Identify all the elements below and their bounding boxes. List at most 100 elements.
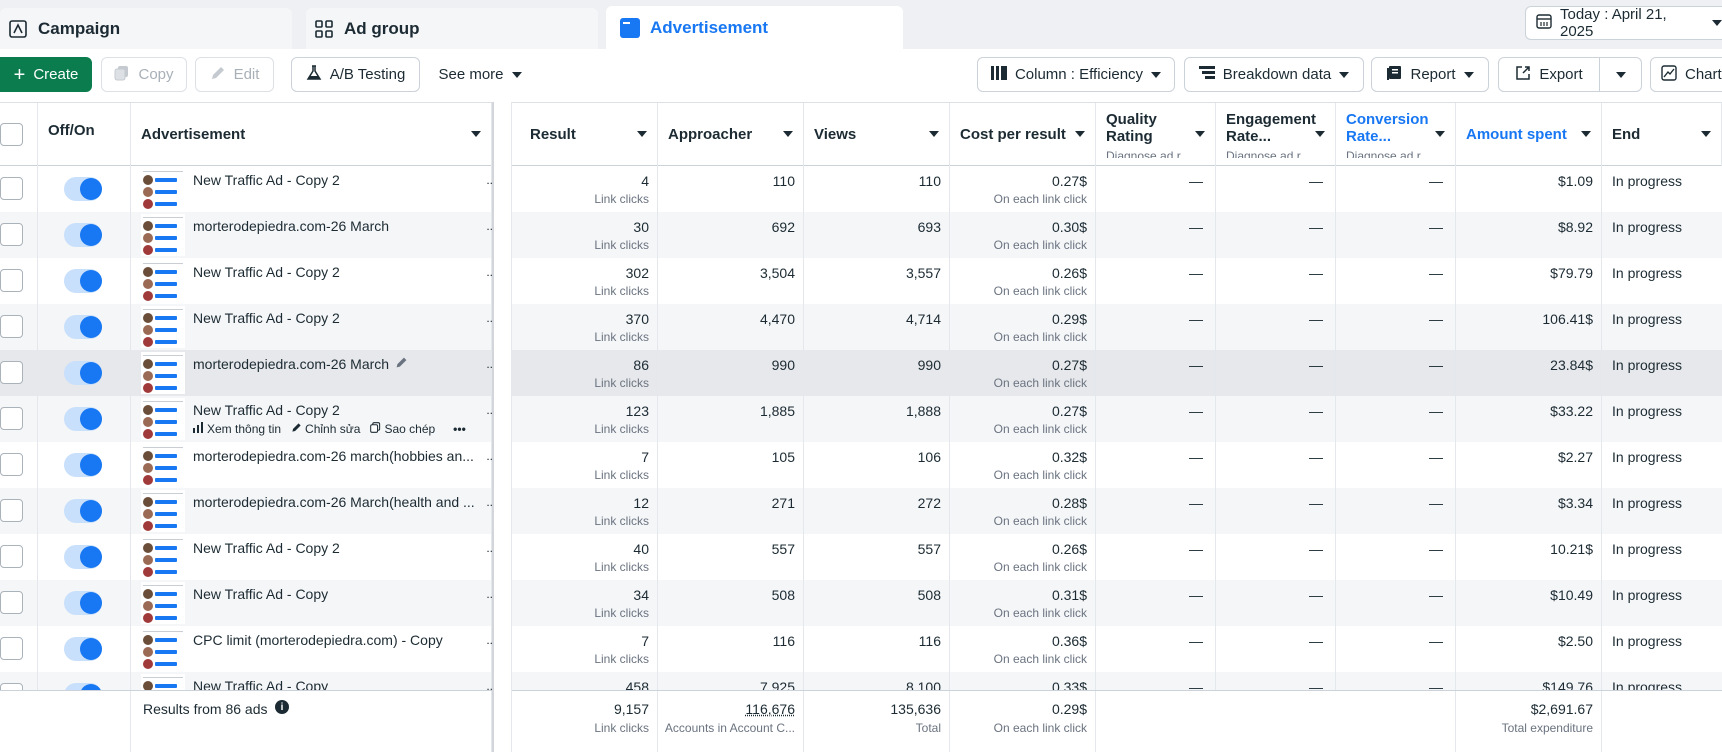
row-spent-cell: 106.41$ <box>1456 304 1602 350</box>
ad-name[interactable]: New Traffic Ad - Copy 2 <box>193 540 340 556</box>
row-checkbox[interactable] <box>0 223 23 246</box>
table-row[interactable]: New Traffic Ad - Copy 2.. 370 Link clicks 4… <box>0 304 1722 350</box>
grid-icon <box>314 19 334 39</box>
chart-button[interactable]: Chart <box>1650 57 1722 92</box>
more-actions-icon[interactable]: ••• <box>453 422 466 436</box>
table-row[interactable]: morterodepiedra.com-26 March(health and … <box>0 488 1722 534</box>
delivery-toggle[interactable] <box>64 361 102 385</box>
row-toggle-cell <box>38 672 131 690</box>
row-checkbox[interactable] <box>0 453 23 476</box>
table-row[interactable]: New Traffic Ad - Copy.. 34 Link clicks 508 5… <box>0 580 1722 626</box>
conversion-rate-header[interactable]: Conversion Rate... Diagnose ad r... <box>1336 103 1456 166</box>
row-checkbox[interactable] <box>0 361 23 384</box>
end-header[interactable]: End <box>1602 103 1722 166</box>
table-row[interactable]: morterodepiedra.com-26 March.. 86 Link cli… <box>0 350 1722 396</box>
row-result-sub: Link clicks <box>594 238 649 252</box>
delivery-toggle[interactable] <box>64 223 102 247</box>
amount-spent-header[interactable]: Amount spent <box>1456 103 1602 166</box>
ad-name[interactable]: New Traffic Ad - Copy 2 <box>193 402 340 418</box>
row-diagnostic-cell: — <box>1096 212 1216 258</box>
row-diagnostic-value: — <box>1429 633 1443 649</box>
ad-name[interactable]: morterodepiedra.com-26 March(health and … <box>193 494 475 510</box>
see-more-button[interactable]: See more <box>430 57 530 92</box>
delivery-toggle[interactable] <box>64 269 102 293</box>
table-row[interactable]: morterodepiedra.com-26 March.. 30 Link cli… <box>0 212 1722 258</box>
ad-name[interactable]: morterodepiedra.com-26 march(hobbies an.… <box>193 448 474 464</box>
table-row[interactable]: New Traffic Ad - Copy 2.. 4 Link clicks 110… <box>0 166 1722 212</box>
row-checkbox[interactable] <box>0 315 23 338</box>
table-row[interactable]: CPC limit (morterodepiedra.com) - Copy..… <box>0 626 1722 672</box>
advertisement-header[interactable]: Advertisement <box>131 103 492 166</box>
table-row[interactable]: New Traffic Ad - Copy 2.. 40 Link clicks 55… <box>0 534 1722 580</box>
quality-rating-header-sub: Diagnose ad r... <box>1106 149 1191 158</box>
delivery-toggle[interactable] <box>64 545 102 569</box>
views-header[interactable]: Views <box>804 103 950 166</box>
ad-name[interactable]: New Traffic Ad - Copy <box>193 678 329 690</box>
footer-summary-label: Results from 86 ads <box>143 701 268 717</box>
approacher-header[interactable]: Approacher <box>658 103 804 166</box>
row-checkbox[interactable] <box>0 545 23 568</box>
date-range-picker[interactable]: Today : April 21, 2025 <box>1525 6 1722 40</box>
ad-name[interactable]: New Traffic Ad - Copy <box>193 586 329 602</box>
footer-spent-sub: Total expenditure <box>1501 721 1593 735</box>
tab-ad-group[interactable]: Ad group <box>306 8 598 49</box>
ad-name[interactable]: New Traffic Ad - Copy 2 <box>193 172 340 188</box>
delivery-toggle[interactable] <box>64 407 102 431</box>
ab-testing-button[interactable]: A/B Testing <box>291 57 420 92</box>
row-end-cell: In progress <box>1602 350 1722 396</box>
info-icon[interactable]: i <box>275 700 289 714</box>
cost-per-result-header[interactable]: Cost per result <box>950 103 1096 166</box>
footer-approacher-value[interactable]: 116,676 <box>745 701 795 717</box>
pencil-icon[interactable] <box>395 356 408 372</box>
delivery-toggle[interactable] <box>64 499 102 523</box>
table-row[interactable]: New Traffic Ad - Copy 2 Xem thông tin Chỉn… <box>0 396 1722 442</box>
edit-button[interactable]: Edit <box>195 57 274 92</box>
delivery-toggle[interactable] <box>64 591 102 615</box>
row-checkbox[interactable] <box>0 407 23 430</box>
table-row[interactable]: morterodepiedra.com-26 march(hobbies an.… <box>0 442 1722 488</box>
copy-action[interactable]: Sao chép <box>370 422 435 436</box>
row-checkbox[interactable] <box>0 269 23 292</box>
delivery-toggle[interactable] <box>64 177 102 201</box>
tab-campaign[interactable]: Campaign <box>0 8 292 49</box>
delivery-toggle[interactable] <box>64 453 102 477</box>
row-checkbox[interactable] <box>0 499 23 522</box>
breakdown-data-button[interactable]: Breakdown data <box>1184 57 1364 92</box>
row-checkbox[interactable] <box>0 683 23 690</box>
ad-name[interactable]: morterodepiedra.com-26 March <box>193 218 390 234</box>
report-button[interactable]: Report <box>1371 57 1489 92</box>
row-spent-cell: 10.21$ <box>1456 534 1602 580</box>
quality-rating-header[interactable]: Quality Rating Diagnose ad r... <box>1096 103 1216 166</box>
ad-name[interactable]: New Traffic Ad - Copy 2 <box>193 310 340 326</box>
frozen-column-divider[interactable] <box>492 102 512 752</box>
row-checkbox[interactable] <box>0 591 23 614</box>
table-row[interactable]: New Traffic Ad - Copy 2.. 302 Link clicks 3… <box>0 258 1722 304</box>
column-efficiency-button[interactable]: Column : Efficiency <box>977 57 1175 92</box>
create-button[interactable]: + Create <box>0 57 92 92</box>
sort-caret-icon <box>1195 131 1205 137</box>
ad-name[interactable]: CPC limit (morterodepiedra.com) - Copy <box>193 632 443 648</box>
ad-name[interactable]: morterodepiedra.com-26 March <box>193 356 390 372</box>
delivery-toggle[interactable] <box>64 637 102 661</box>
engagement-rate-header[interactable]: Engagement Rate... Diagnose ad r... <box>1216 103 1336 166</box>
result-header[interactable]: Result <box>512 103 658 166</box>
view-info-action[interactable]: Xem thông tin <box>193 422 281 436</box>
sort-caret-icon <box>1435 131 1445 137</box>
ad-thumbnail <box>141 214 185 256</box>
row-checkbox[interactable] <box>0 177 23 200</box>
ad-name[interactable]: New Traffic Ad - Copy 2 <box>193 264 340 280</box>
row-spent-cell: $3.34 <box>1456 488 1602 534</box>
row-views-value: 272 <box>917 495 941 511</box>
row-checkbox[interactable] <box>0 637 23 660</box>
delivery-toggle[interactable] <box>64 683 102 690</box>
copy-button[interactable]: Copy <box>101 57 187 92</box>
edit-action[interactable]: Chỉnh sửa <box>291 422 360 436</box>
delivery-toggle[interactable] <box>64 315 102 339</box>
offon-header[interactable]: Off/On <box>38 103 131 166</box>
table-row[interactable]: New Traffic Ad - Copy.. 458Link clicks 7,9… <box>0 672 1722 690</box>
tab-advertisement[interactable]: Advertisement <box>606 6 903 49</box>
sort-caret-icon <box>637 131 647 137</box>
export-button[interactable]: Export <box>1498 57 1600 92</box>
export-options-button[interactable] <box>1599 57 1642 92</box>
select-all-checkbox[interactable] <box>0 123 23 146</box>
